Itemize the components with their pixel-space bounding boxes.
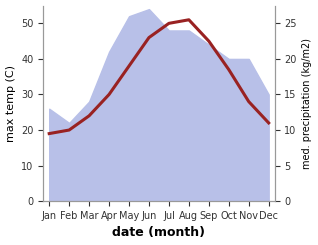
X-axis label: date (month): date (month) [113, 226, 205, 239]
Y-axis label: max temp (C): max temp (C) [5, 65, 16, 142]
Y-axis label: med. precipitation (kg/m2): med. precipitation (kg/m2) [302, 38, 313, 169]
